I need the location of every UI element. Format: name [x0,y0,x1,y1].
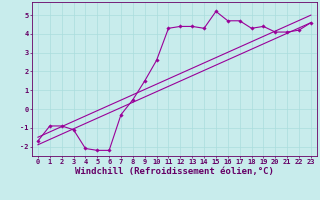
X-axis label: Windchill (Refroidissement éolien,°C): Windchill (Refroidissement éolien,°C) [75,167,274,176]
